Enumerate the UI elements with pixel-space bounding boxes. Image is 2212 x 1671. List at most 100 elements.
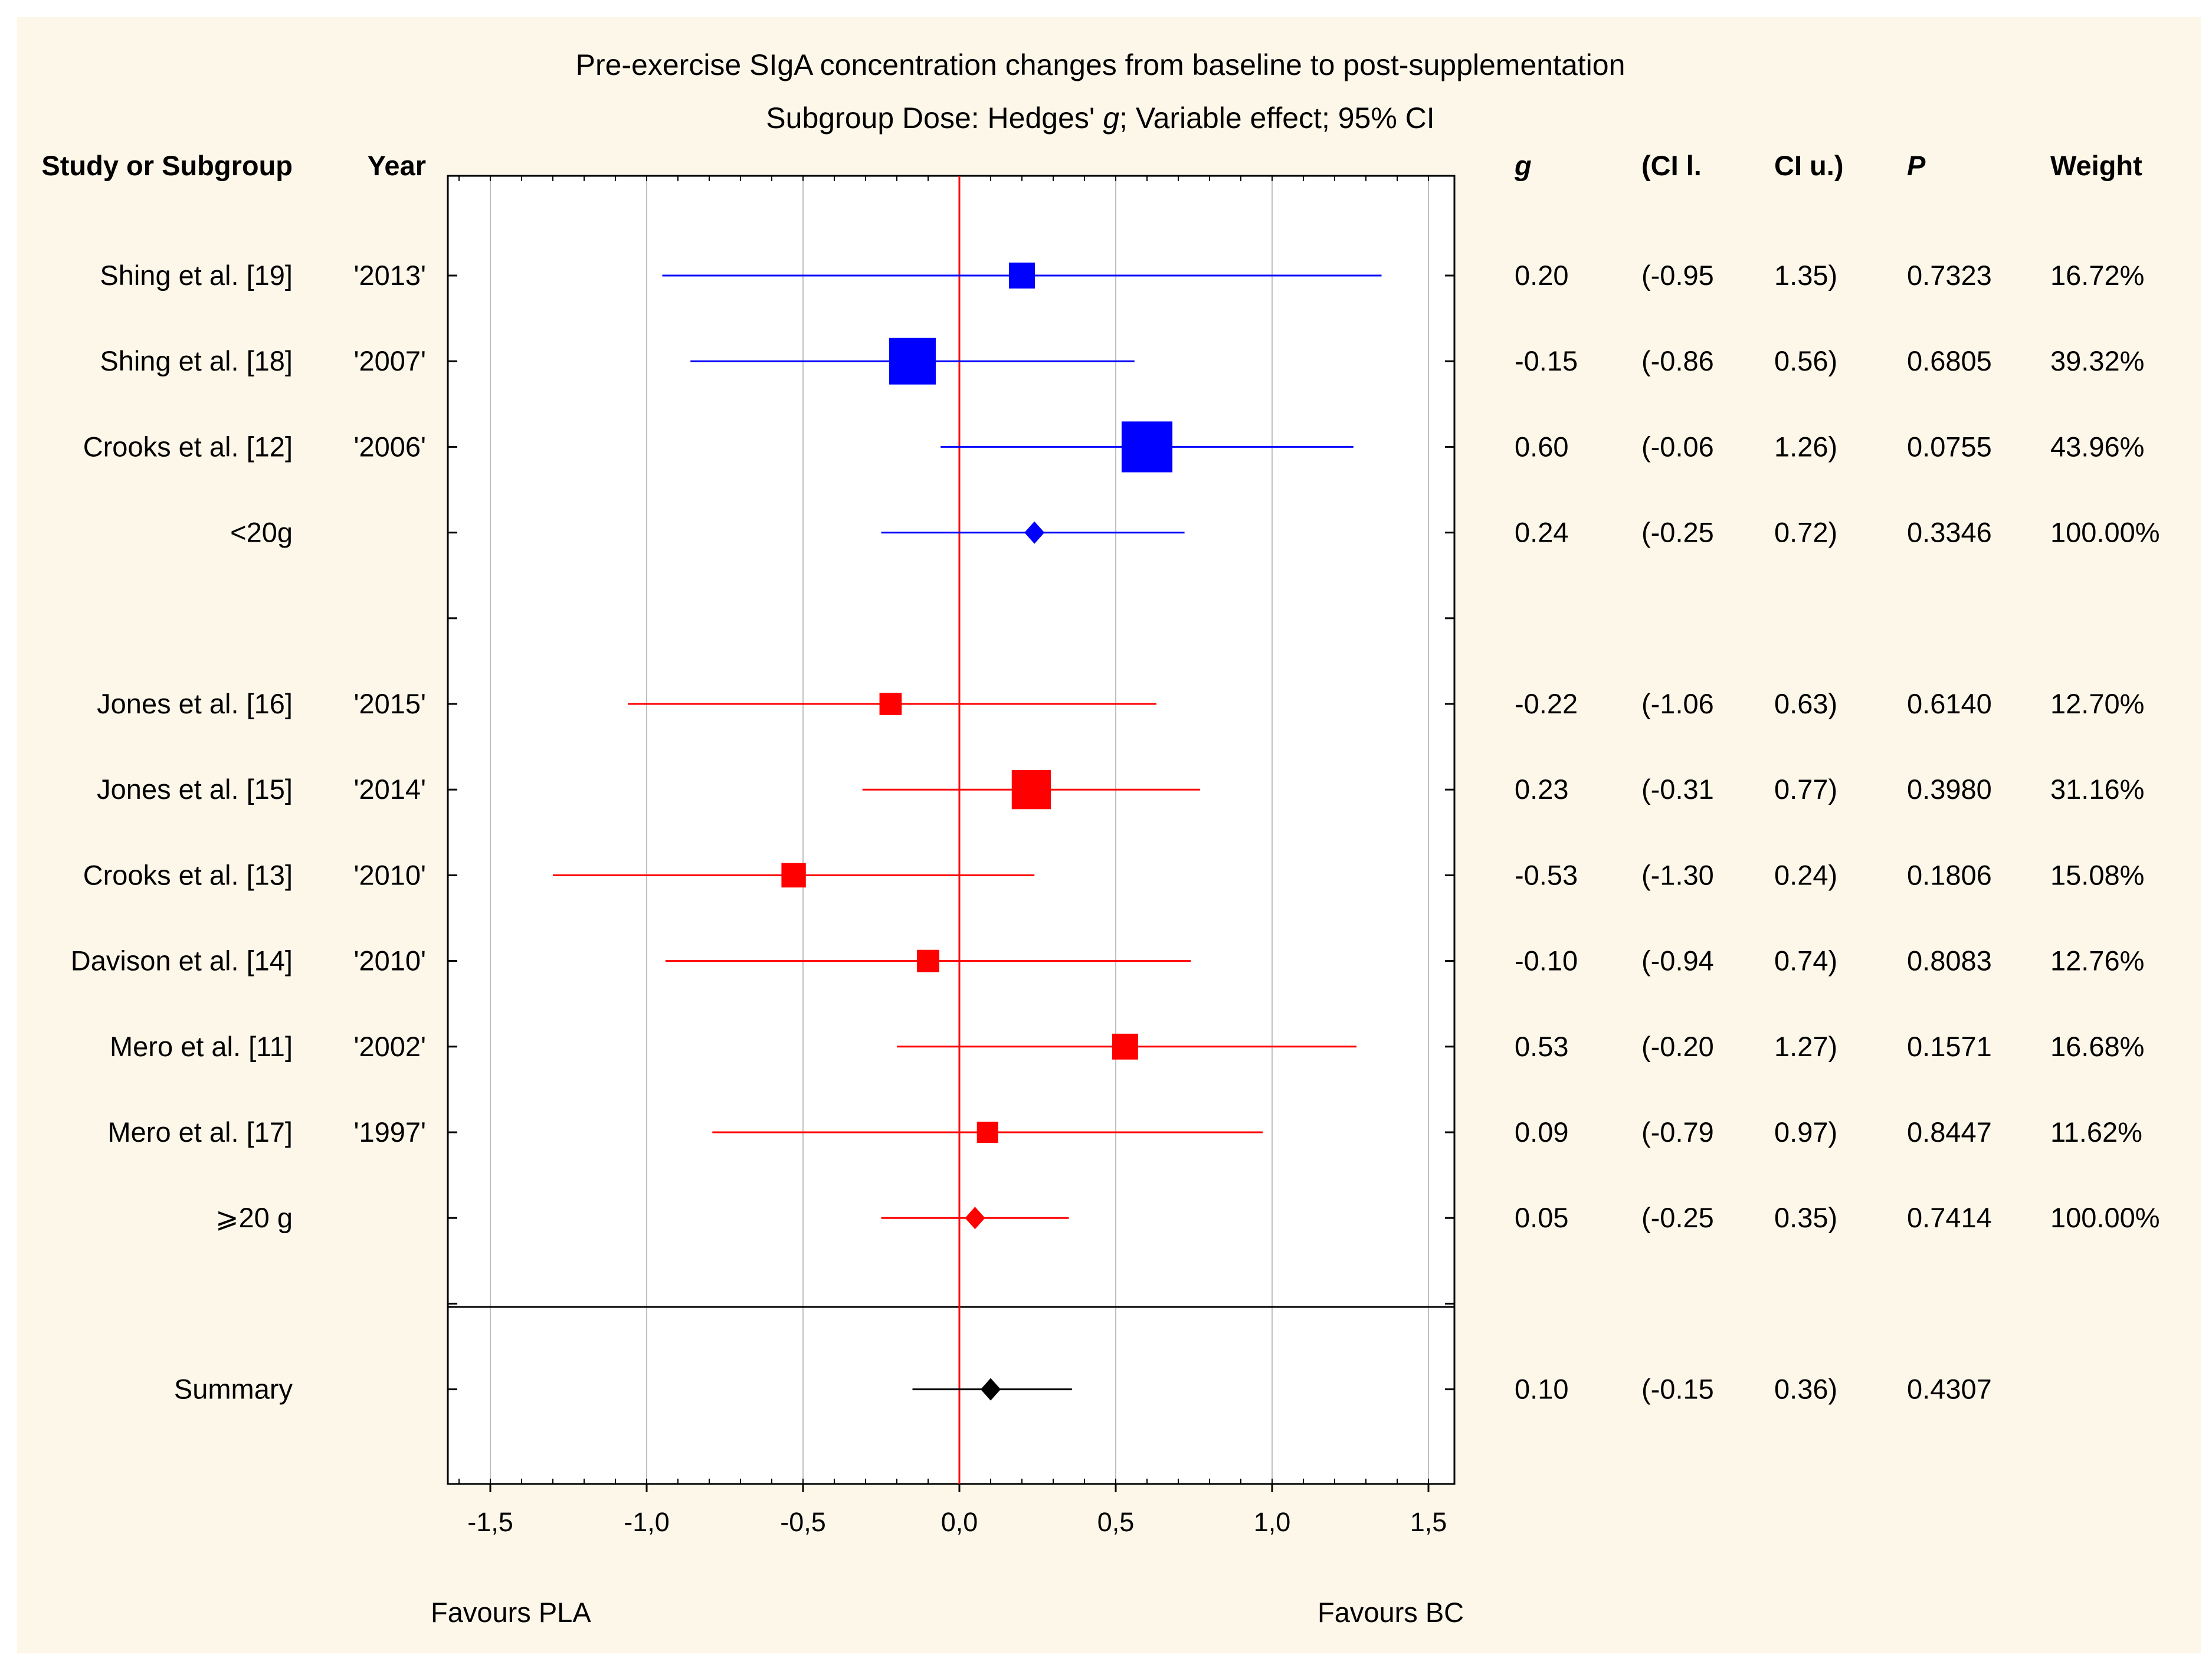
p-value: 0.6805 xyxy=(1907,345,1992,376)
ci-upper-value: 0.72) xyxy=(1774,517,1837,548)
header-ci-upper: CI u.) xyxy=(1774,150,1843,181)
g-value: -0.22 xyxy=(1515,688,1578,719)
x-tick-label: 1,5 xyxy=(1410,1507,1447,1537)
chart-title: Pre-exercise SIgA concentration changes … xyxy=(576,48,1626,81)
forest-plot-panel: Pre-exercise SIgA concentration changes … xyxy=(17,17,2201,1653)
p-value: 0.6140 xyxy=(1907,688,1992,719)
effect-size-square xyxy=(917,949,939,972)
x-tick-label: 0,5 xyxy=(1097,1507,1135,1537)
subgroup-diamond xyxy=(965,1207,985,1230)
ci-upper-value: 1.26) xyxy=(1774,431,1837,462)
ci-upper-value: 0.74) xyxy=(1774,945,1837,977)
header-p: P xyxy=(1907,150,1926,181)
year-label: '2014' xyxy=(353,774,426,805)
header-ci-lower: (CI l. xyxy=(1641,150,1702,181)
weight-value: 100.00% xyxy=(2050,1202,2160,1233)
study-label: Mero et al. [17] xyxy=(108,1116,293,1148)
study-label: Shing et al. [18] xyxy=(100,345,293,376)
year-label: '2015' xyxy=(353,688,426,719)
header-g: g xyxy=(1514,150,1532,181)
year-label: '2007' xyxy=(353,345,426,376)
year-label: '2013' xyxy=(353,260,426,291)
effect-size-square xyxy=(976,1121,998,1144)
ci-lower-value: (-1.06 xyxy=(1641,688,1714,719)
year-label: '1997' xyxy=(353,1116,426,1148)
summary-diamond xyxy=(981,1378,1001,1401)
ci-lower-value: (-0.25 xyxy=(1641,517,1714,548)
subgroup-diamond xyxy=(1024,521,1045,544)
g-value: 0.23 xyxy=(1515,774,1568,805)
ci-upper-value: 1.35) xyxy=(1774,260,1837,291)
study-label: Jones et al. [15] xyxy=(97,774,293,805)
x-tick-label: -1,5 xyxy=(467,1507,513,1537)
year-label: '2002' xyxy=(353,1031,426,1062)
g-value: 0.20 xyxy=(1515,260,1568,291)
ci-lower-value: (-0.95 xyxy=(1641,260,1714,291)
ci-upper-value: 1.27) xyxy=(1774,1031,1837,1062)
effect-size-square xyxy=(889,338,936,385)
study-label: Crooks et al. [12] xyxy=(83,431,293,462)
g-value: 0.05 xyxy=(1515,1202,1568,1233)
favours-left-label: Favours PLA xyxy=(431,1597,591,1628)
plot-area xyxy=(447,175,1456,1485)
p-value: 0.1806 xyxy=(1907,859,1992,890)
study-label: Mero et al. [11] xyxy=(110,1031,293,1062)
p-value: 0.4307 xyxy=(1907,1374,1992,1405)
ci-upper-value: 0.36) xyxy=(1774,1374,1837,1405)
effect-size-square xyxy=(1121,421,1173,473)
weight-value: 100.00% xyxy=(2050,517,2160,548)
p-value: 0.3980 xyxy=(1907,774,1992,805)
ci-lower-value: (-0.86 xyxy=(1641,345,1714,376)
x-tick-label: -1,0 xyxy=(624,1507,670,1537)
ci-upper-value: 0.35) xyxy=(1774,1202,1837,1233)
ci-upper-value: 0.63) xyxy=(1774,688,1837,719)
ci-lower-value: (-0.79 xyxy=(1641,1116,1714,1148)
ci-lower-value: (-0.25 xyxy=(1641,1202,1714,1233)
weight-value: 16.72% xyxy=(2050,260,2144,291)
g-value: 0.24 xyxy=(1515,517,1568,548)
year-label: '2010' xyxy=(353,859,426,890)
weight-value: 16.68% xyxy=(2050,1031,2144,1062)
chart-subtitle: Subgroup Dose: Hedges' g; Variable effec… xyxy=(766,101,1434,135)
study-label: Jones et al. [16] xyxy=(97,688,293,719)
g-value: 0.10 xyxy=(1515,1374,1568,1405)
p-value: 0.3346 xyxy=(1907,517,1992,548)
g-value: 0.60 xyxy=(1515,431,1568,462)
ci-lower-value: (-0.20 xyxy=(1641,1031,1714,1062)
p-value: 0.8447 xyxy=(1907,1116,1992,1148)
header-year: Year xyxy=(368,150,426,181)
weight-value: 11.62% xyxy=(2050,1116,2142,1148)
x-tick-label: 0,0 xyxy=(941,1507,978,1537)
favours-right-label: Favours BC xyxy=(1318,1597,1464,1628)
g-value: -0.53 xyxy=(1515,859,1578,890)
ci-upper-value: 0.24) xyxy=(1774,859,1837,890)
x-tick-label: 1,0 xyxy=(1254,1507,1291,1537)
forest-plot: Pre-exercise SIgA concentration changes … xyxy=(17,17,2201,1653)
x-tick-label: -0,5 xyxy=(780,1507,826,1537)
ci-upper-value: 0.77) xyxy=(1774,774,1837,805)
g-value: 0.53 xyxy=(1515,1031,1568,1062)
year-label: '2010' xyxy=(353,945,426,977)
g-value: -0.15 xyxy=(1515,345,1578,376)
ci-lower-value: (-0.94 xyxy=(1641,945,1714,977)
ci-upper-value: 0.97) xyxy=(1774,1116,1837,1148)
weight-value: 43.96% xyxy=(2050,431,2144,462)
ci-lower-value: (-0.15 xyxy=(1641,1374,1714,1405)
p-value: 0.7323 xyxy=(1907,260,1992,291)
study-label: Shing et al. [19] xyxy=(100,260,293,291)
ci-lower-value: (-0.31 xyxy=(1641,774,1714,805)
weight-value: 15.08% xyxy=(2050,859,2144,890)
g-value: -0.10 xyxy=(1515,945,1578,977)
effect-size-square xyxy=(879,693,902,715)
p-value: 0.1571 xyxy=(1907,1031,1992,1062)
effect-size-square xyxy=(1009,263,1035,289)
p-value: 0.0755 xyxy=(1907,431,1992,462)
weight-value: 12.76% xyxy=(2050,945,2144,977)
study-label: Summary xyxy=(174,1374,293,1405)
p-value: 0.8083 xyxy=(1907,945,1992,977)
study-label: <20g xyxy=(230,517,293,548)
weight-value: 39.32% xyxy=(2050,345,2144,376)
effect-size-square xyxy=(781,863,806,888)
header-study: Study or Subgroup xyxy=(41,150,293,181)
p-value: 0.7414 xyxy=(1907,1202,1992,1233)
